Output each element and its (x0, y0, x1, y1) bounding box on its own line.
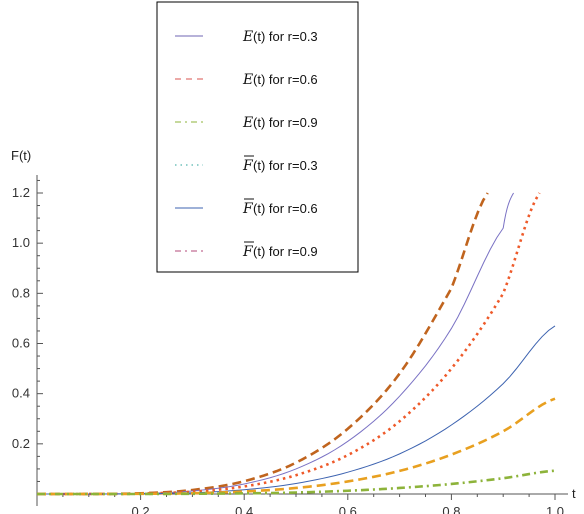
y-tick-label: 0.6 (12, 336, 30, 351)
legend-label: (t) for r=0.3 (253, 158, 318, 173)
legend-box (156, 1, 359, 273)
x-tick-label: 1.0 (546, 504, 564, 514)
series-line-6 (37, 469, 556, 496)
y-tick-label: 0.2 (12, 436, 30, 451)
axes: 0.2 0.4 0.6 0.8 1.0 0.2 0.4 0.6 0.8 1.0 1.2 F(t) t (11, 148, 576, 514)
y-tick-label: 1.0 (12, 235, 30, 250)
x-axis-label: t (572, 486, 576, 501)
legend-label: (t) for r=0.6 (253, 201, 318, 216)
legend-symbol: E (242, 115, 253, 131)
legend-symbol: F (242, 244, 254, 260)
legend-symbol: E (242, 29, 253, 45)
x-tick-label: 0.2 (132, 504, 150, 514)
legend-label: (t) for r=0.9 (253, 115, 318, 130)
series-group (37, 192, 556, 496)
y-axis-label: F(t) (11, 148, 31, 163)
series-line-5 (37, 397, 556, 496)
y-tick-label: 0.4 (12, 386, 30, 401)
legend-symbol: F (242, 158, 254, 174)
x-tick-label: 0.6 (339, 504, 357, 514)
x-tick-label: 0.4 (235, 504, 253, 514)
y-tick-label: 1.2 (12, 185, 30, 200)
legend-symbol: F (242, 201, 254, 217)
legend-symbol: E (242, 72, 253, 88)
legend-label: (t) for r=0.6 (253, 72, 318, 87)
legend-label: (t) for r=0.3 (253, 29, 318, 44)
x-tick-label: 0.8 (442, 504, 460, 514)
legend: E (t) for r=0.3E (t) for r=0.6E (t) for r=0… (156, 1, 359, 273)
legend-label: (t) for r=0.9 (253, 244, 318, 259)
y-tick-label: 0.8 (12, 285, 30, 300)
